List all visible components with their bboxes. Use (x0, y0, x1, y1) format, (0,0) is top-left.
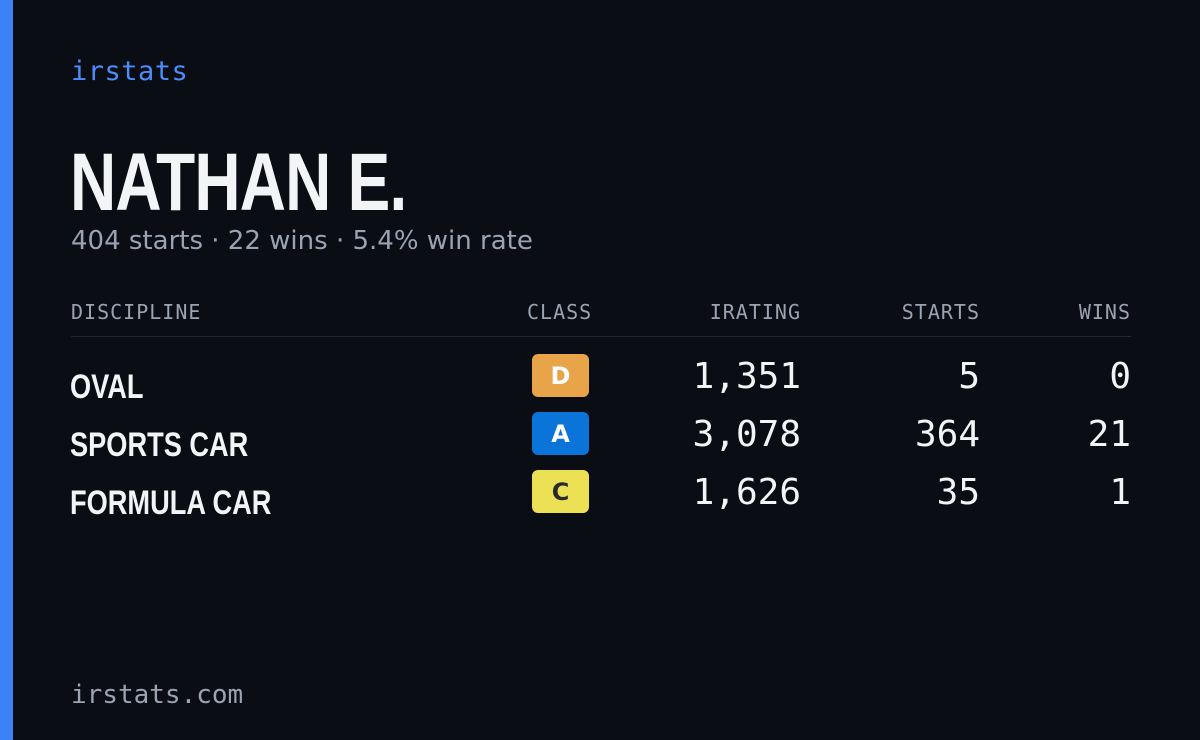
irating-value: 3,078 (692, 414, 801, 455)
table-row: SPORTS CAR A 3,078 364 21 (70, 412, 1131, 470)
license-class-badge: D (532, 354, 589, 397)
table-header: DISCIPLINE CLASS IRATING STARTS WINS (71, 296, 1131, 337)
summary-wins: 22 wins (227, 226, 328, 256)
header-discipline: DISCIPLINE (71, 300, 202, 324)
header-wins: WINS (1078, 300, 1131, 324)
discipline-table: DISCIPLINE CLASS IRATING STARTS WINS OVA… (70, 296, 1131, 528)
starts-value: 364 (914, 414, 980, 455)
driver-name: NATHAN E. (70, 137, 407, 228)
accent-bar (0, 0, 13, 740)
starts-value: 5 (958, 356, 980, 397)
summary-separator: · (211, 226, 220, 256)
table-row: OVAL D 1,351 5 0 (70, 354, 1131, 412)
footer-url[interactable]: irstats.com (71, 680, 244, 710)
discipline-name: SPORTS CAR (70, 426, 249, 464)
license-class-badge: A (532, 412, 589, 455)
summary-starts: 404 starts (71, 226, 203, 256)
wins-value: 21 (1087, 414, 1131, 455)
table-row: FORMULA CAR C 1,626 35 1 (70, 470, 1131, 528)
table-body: OVAL D 1,351 5 0 SPORTS CAR A 3,078 364 … (70, 337, 1131, 528)
wins-value: 1 (1109, 472, 1131, 513)
irating-value: 1,351 (692, 356, 801, 397)
summary-separator: · (335, 226, 345, 256)
header-starts: STARTS (901, 300, 980, 324)
brand-logo-text: irstats (71, 56, 189, 87)
header-irating: IRATING (709, 300, 801, 324)
irating-value: 1,626 (692, 472, 801, 513)
starts-value: 35 (936, 472, 980, 513)
header-class: CLASS (527, 300, 593, 324)
summary-win-rate: 5.4% win rate (352, 226, 533, 256)
wins-value: 0 (1109, 356, 1131, 397)
driver-summary: 404 starts · 22 wins · 5.4% win rate (71, 226, 533, 256)
license-class-badge: C (532, 470, 589, 513)
discipline-name: FORMULA CAR (70, 484, 272, 522)
discipline-name: OVAL (70, 368, 144, 406)
